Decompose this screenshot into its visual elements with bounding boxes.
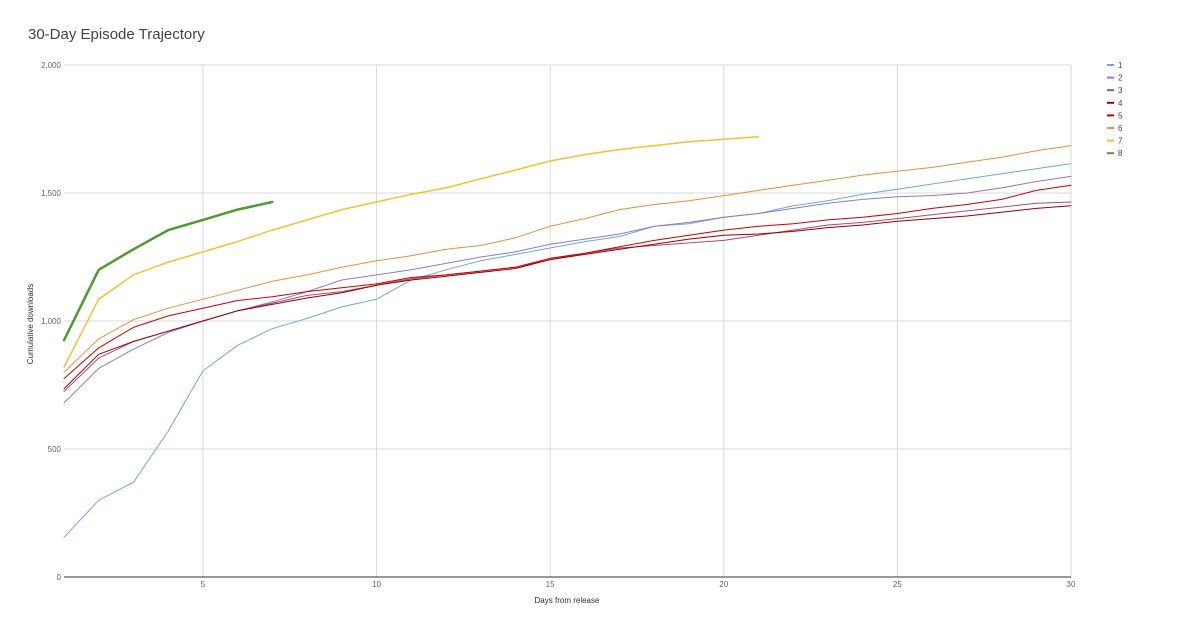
legend-label-3: 3 [1118,86,1123,95]
chart-title: 30-Day Episode Trajectory [28,26,205,43]
x-tick-label: 10 [372,580,381,589]
x-tick-label: 25 [893,580,902,589]
y-tick-label: 500 [48,445,62,454]
series-line-3 [63,201,1072,392]
legend-label-7: 7 [1118,137,1123,146]
legend: 1 2 3 4 5 6 7 8 [1107,61,1123,158]
series-line-6 [63,145,1072,373]
y-tick-label: 0 [57,573,62,582]
y-axis-label: Cumulative downloads [26,284,35,365]
axes: 0 500 1,000 1,500 2,000 5 10 15 20 25 30 [41,61,1076,589]
legend-label-8: 8 [1118,149,1123,158]
x-tick-label: 30 [1067,580,1076,589]
series-line-4 [63,205,1072,390]
legend-label-2: 2 [1118,74,1123,83]
series-lines [62,135,1072,538]
series-line-8 [62,200,274,342]
grid [64,64,1072,577]
legend-label-6: 6 [1118,124,1123,133]
legend-label-5: 5 [1118,111,1123,120]
x-tick-label: 15 [546,580,555,589]
legend-label-4: 4 [1118,99,1123,108]
x-axis-label: Days from release [535,596,600,605]
series-line-5 [63,184,1072,380]
x-tick-label: 5 [201,580,206,589]
series-line-1 [63,163,1072,538]
y-tick-label: 2,000 [41,61,62,70]
y-tick-label: 1,500 [41,189,62,198]
series-line-7 [63,135,760,368]
x-tick-label: 20 [719,580,728,589]
legend-label-1: 1 [1118,61,1123,70]
y-tick-label: 1,000 [41,317,62,326]
